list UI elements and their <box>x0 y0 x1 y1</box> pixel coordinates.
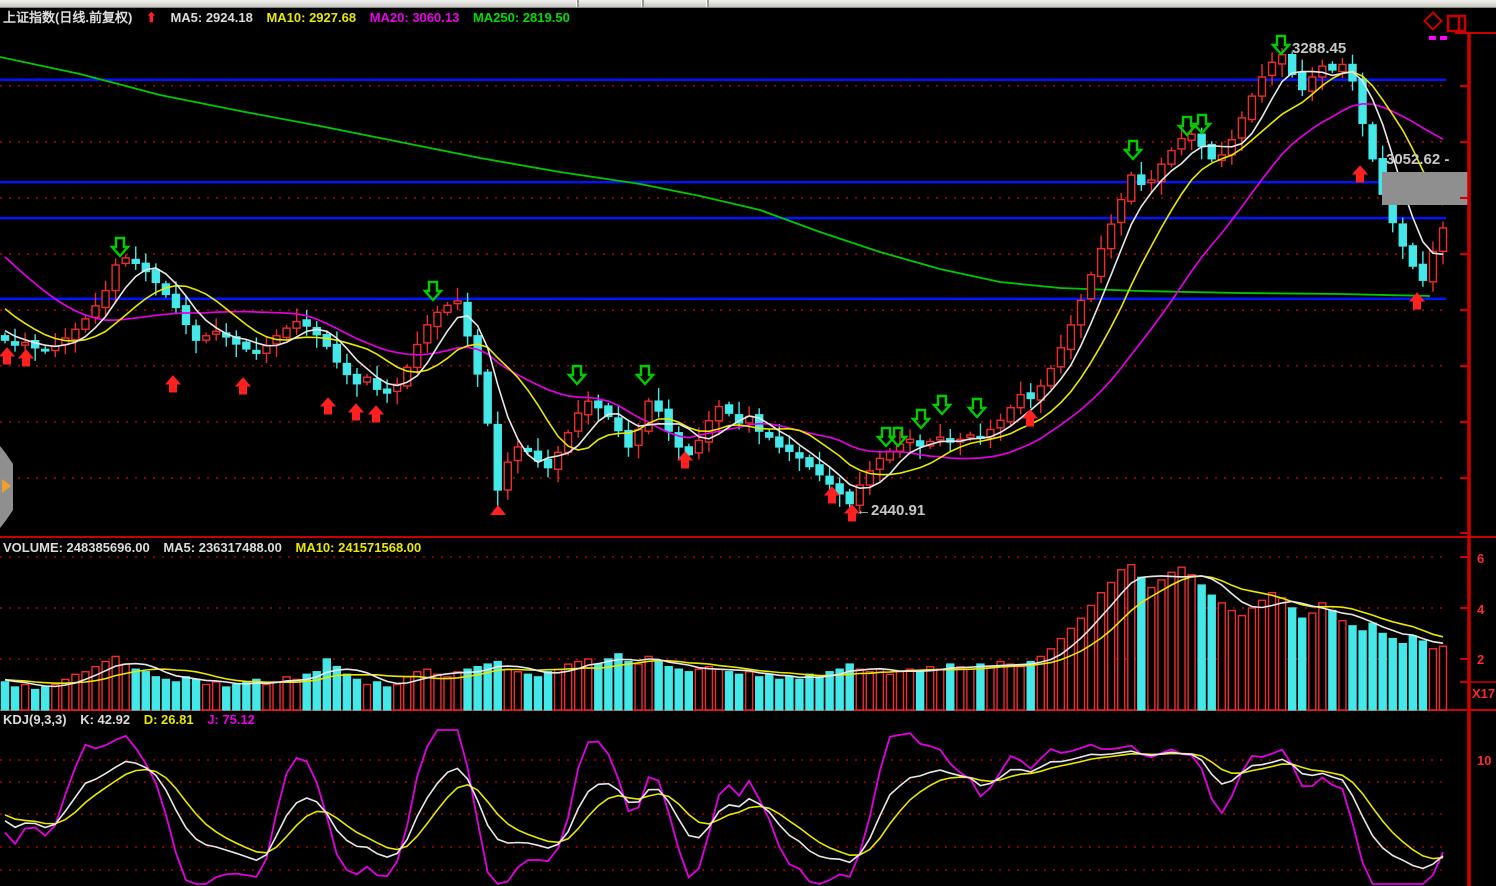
current-price-label: 3052.62 - <box>1386 151 1450 168</box>
volume-value: VOLUME: 248385696.00 <box>3 540 150 555</box>
volume-axis-tick-4: 4 <box>1477 602 1485 617</box>
volume-ma10-value: MA10: 241571568.00 <box>295 540 422 555</box>
low-price-label: ←2440.91 <box>856 502 926 519</box>
kdj-name: KDJ(9,3,3) <box>3 712 67 727</box>
kdj-axis-tick-100: 10 <box>1477 753 1492 768</box>
kdj-d-value: D: 26.81 <box>143 712 194 727</box>
window-marker-icon[interactable] <box>1446 14 1467 33</box>
ma20-value: MA20: 3060.13 <box>369 10 460 25</box>
ma10-value: MA10: 2927.68 <box>266 10 357 25</box>
expand-arrow-icon <box>2 479 11 493</box>
volume-pane-header: VOLUME: 248385696.00 MA5: 236317488.00 M… <box>3 540 431 555</box>
volume-scale-label: X17 <box>1472 686 1496 701</box>
volume-ma5-value: MA5: 236317488.00 <box>163 540 282 555</box>
up-arrow-icon: ⬆ <box>145 10 157 25</box>
instrument-title: 上证指数(日线.前复权) <box>3 10 133 25</box>
toolbar-bottom-strip <box>0 0 1496 8</box>
main-pane-header: 上证指数(日线.前复权) ⬆ MA5: 2924.18 MA10: 2927.6… <box>3 7 580 26</box>
kdj-pane-header: KDJ(9,3,3) K: 42.92 D: 26.81 J: 75.12 <box>3 712 265 727</box>
diamond-marker-icon[interactable] <box>1423 11 1443 31</box>
ma250-value: MA250: 2819.50 <box>472 10 570 25</box>
kdj-k-value: K: 42.92 <box>80 712 131 727</box>
kdj-j-value: J: 75.12 <box>207 712 255 727</box>
volume-axis-tick-6: 6 <box>1477 551 1485 566</box>
toolbar-separator <box>576 0 579 7</box>
toolbar-separator <box>706 0 709 7</box>
toolbar-separator <box>641 0 644 7</box>
left-panel-expand-handle[interactable] <box>0 446 13 528</box>
volume-axis-tick-2: 2 <box>1477 652 1485 667</box>
peak-price-label: 3288.45 <box>1292 40 1347 57</box>
ma5-value: MA5: 2924.18 <box>170 10 253 25</box>
